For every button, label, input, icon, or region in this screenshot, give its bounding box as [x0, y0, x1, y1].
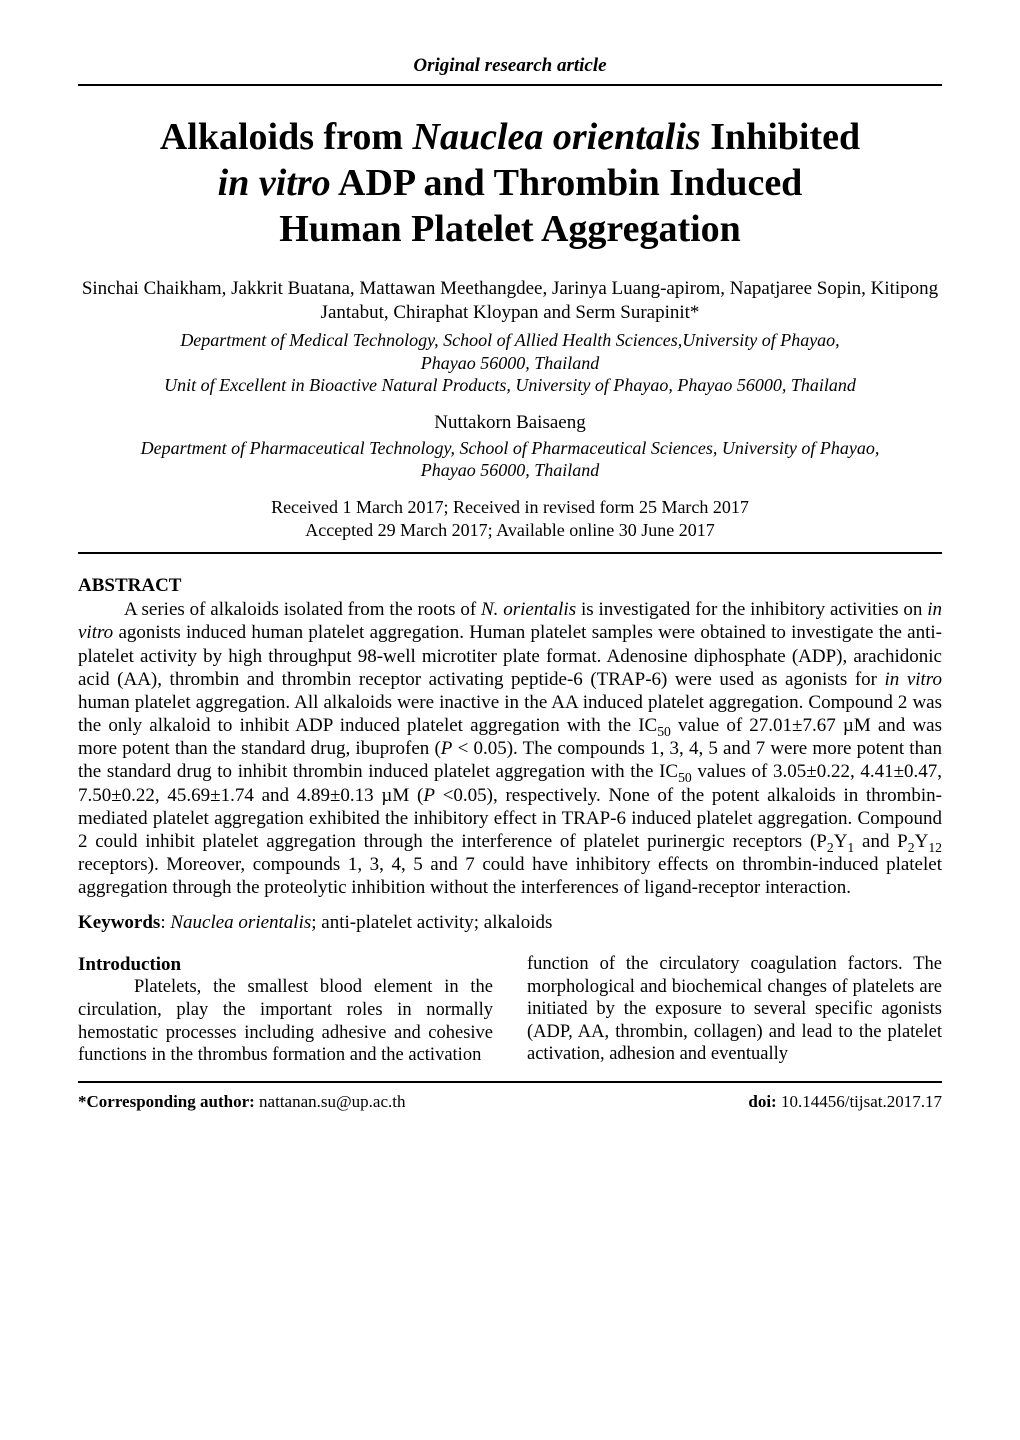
affil1-line3: Unit of Excellent in Bioactive Natural P… — [164, 375, 856, 395]
title-text-1a: Alkaloids from — [160, 116, 413, 158]
doi-value: 10.14456/tijsat.2017.17 — [781, 1092, 942, 1111]
footer-right: doi: 10.14456/tijsat.2017.17 — [748, 1091, 942, 1112]
keywords-label: Keywords — [78, 912, 160, 933]
affil1-line2: Phayao 56000, Thailand — [421, 353, 600, 373]
abs-species: N. orientalis — [481, 599, 576, 620]
abs-sub2: 50 — [678, 770, 692, 785]
affil2-line1: Department of Pharmaceutical Technology,… — [141, 438, 880, 458]
abs-seg1: is investigated for the inhibitory activ… — [576, 599, 927, 620]
keywords-line: Keywords: Nauclea orientalis; anti-plate… — [78, 911, 942, 935]
left-column: Introduction Platelets, the smallest blo… — [78, 953, 493, 1066]
corresponding-author-label: *Corresponding author: — [78, 1092, 259, 1111]
keywords-sep: : — [160, 912, 170, 933]
page-footer: *Corresponding author: nattanan.su@up.ac… — [78, 1091, 942, 1112]
article-dates: Received 1 March 2017; Received in revis… — [78, 496, 942, 543]
title-text-1b: Inhibited — [701, 116, 860, 158]
abstract-heading: ABSTRACT — [78, 574, 942, 598]
abs-sub6: 12 — [928, 840, 942, 855]
corresponding-author-email: nattanan.su@up.ac.th — [259, 1092, 405, 1111]
title-text-2: ADP and Thrombin Induced — [331, 162, 803, 204]
footer-rule — [78, 1081, 942, 1083]
affil2-line2: Phayao 56000, Thailand — [421, 460, 600, 480]
abs-sub3: 2 — [827, 840, 834, 855]
abs-sub5: 2 — [908, 840, 915, 855]
running-header: Original research article — [78, 54, 942, 78]
keywords-species: Nauclea orientalis — [170, 912, 311, 933]
article-title: Alkaloids from Nauclea orientalis Inhibi… — [78, 114, 942, 253]
abs-seg-pre1: A series of alkaloids isolated from the … — [124, 599, 481, 620]
abs-seg9: and P — [854, 831, 907, 852]
received-line-1: Received 1 March 2017; Received in revis… — [271, 497, 749, 517]
keywords-rest: ; anti-platelet activity; alkaloids — [311, 912, 552, 933]
top-rule — [78, 84, 942, 86]
footer-left: *Corresponding author: nattanan.su@up.ac… — [78, 1091, 405, 1112]
right-column: function of the circulatory coagulation … — [527, 953, 942, 1066]
abs-it4: P — [423, 785, 435, 806]
affil1-line1: Department of Medical Technology, School… — [180, 330, 839, 350]
authors-group-1: Sinchai Chaikham, Jakkrit Buatana, Matta… — [78, 277, 942, 326]
abstract-text: A series of alkaloids isolated from the … — [78, 598, 942, 899]
abs-it3: P — [441, 738, 453, 759]
title-in-vitro: in vitro — [218, 162, 331, 204]
abs-seg2: agonists induced human platelet aggregat… — [78, 622, 942, 689]
abs-seg11: receptors). Moreover, compounds 1, 3, 4,… — [78, 854, 942, 898]
abs-seg10: Y — [915, 831, 929, 852]
affiliation-2: Department of Pharmaceutical Technology,… — [78, 437, 942, 482]
abs-seg8: Y — [834, 831, 848, 852]
abs-it2: in vitro — [885, 669, 942, 690]
abs-sub1: 50 — [657, 724, 671, 739]
body-two-column: Introduction Platelets, the smallest blo… — [78, 953, 942, 1066]
affiliation-1: Department of Medical Technology, School… — [78, 329, 942, 397]
intro-para-left: Platelets, the smallest blood element in… — [78, 977, 493, 1065]
intro-para-right: function of the circulatory coagulation … — [527, 954, 942, 1064]
introduction-heading: Introduction — [78, 953, 493, 976]
doi-label: doi: — [748, 1092, 781, 1111]
title-species: Nauclea orientalis — [413, 116, 701, 158]
title-text-3: Human Platelet Aggregation — [279, 208, 741, 250]
received-line-2: Accepted 29 March 2017; Available online… — [305, 520, 715, 540]
authors-group-2: Nuttakorn Baisaeng — [78, 411, 942, 435]
